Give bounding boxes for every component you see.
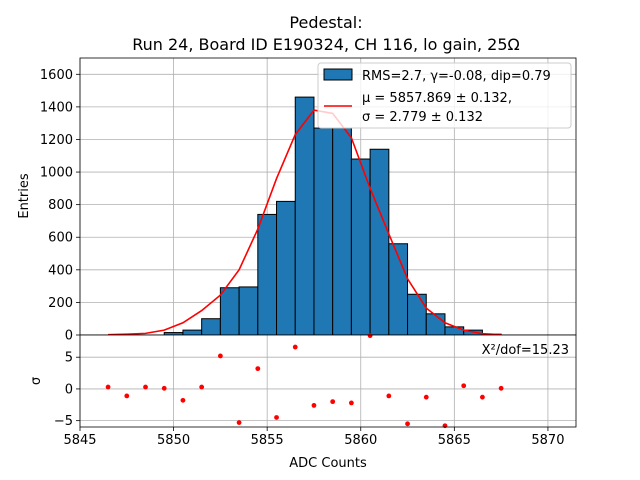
histogram-bar [350,158,371,336]
histogram-bar [313,127,334,336]
histogram-panel: 0 200 400 600 800 1000 1200 1400 1600 Entries RM… [17,57,577,344]
residual-point [292,344,298,350]
main-ytick-label: 800 [48,198,73,213]
residual-point [255,366,261,372]
residual-plot-area [80,335,576,427]
legend-fit-sigma-label: σ = 2.779 ± 0.132 [362,110,483,125]
histogram-bar [425,313,446,336]
residual-point [311,403,317,408]
xtick-label: 5860 [344,433,377,448]
chart-title-line1: Pedestal: [289,13,362,32]
x-ticks: 5845 5850 5855 5860 5865 5870 [63,427,564,448]
residual-point [236,420,242,425]
xtick-label: 5850 [157,433,190,448]
residual-ytick-label: −5 [54,414,73,429]
residual-point [143,384,148,390]
histogram-bar [444,326,465,336]
main-ytick-label: 1400 [40,100,73,115]
residual-point [405,421,410,427]
residual-point [105,384,111,390]
xtick-label: 5845 [63,433,96,448]
main-ytick-label: 200 [48,296,73,311]
chart-title-line2: Run 24, Board ID E190324, CH 116, lo gai… [132,35,520,54]
residual-point [423,394,429,400]
residual-point [386,393,392,399]
main-y-ticks: 0 200 400 600 800 1000 1200 1400 1600 [40,68,80,344]
residual-point [124,393,130,399]
main-ytick-label: 1200 [40,133,73,148]
residual-point [199,384,205,390]
chi2-annotation: X²/dof=15.23 [482,343,569,358]
residual-panel: −5 0 5 5845 5850 5855 5860 5865 5870 X²/dof=15.… [29,333,577,471]
residual-y-ticks: −5 0 5 [54,351,80,429]
main-ytick-label: 1600 [40,68,73,83]
residual-point [461,383,467,389]
gaussian-fit-line [108,109,502,336]
residual-ytick-label: 0 [65,382,73,397]
residual-y-axis-label: σ [29,377,44,385]
residual-point [480,394,485,400]
histogram-bar [294,96,315,336]
xtick-label: 5870 [531,433,564,448]
histogram-bar [182,329,203,336]
residual-point [330,399,336,405]
histogram-bar [369,148,390,336]
histogram-bars [163,96,502,336]
histogram-bar [238,286,259,336]
y-axis-label: Entries [17,173,32,219]
x-axis-label: ADC Counts [289,456,367,471]
residual-point [161,385,167,391]
residual-point [367,333,373,339]
legend: RMS=2.7, γ=-0.08, dip=0.79 μ = 5857.869 … [317,62,572,129]
residual-point [442,423,448,429]
histogram-bar [332,127,352,336]
legend-box [317,62,572,129]
xtick-label: 5855 [251,433,284,448]
residual-point [217,353,223,359]
residual-point [180,397,186,403]
residual-axes-frame [79,334,577,428]
histogram-bar [407,293,427,336]
legend-histogram-label: RMS=2.7, γ=-0.08, dip=0.79 [362,69,551,84]
residual-ytick-label: 5 [65,351,73,366]
histogram-bar [276,200,296,336]
main-ytick-label: 1000 [40,166,73,181]
histogram-bar [219,287,240,336]
legend-fit-mu-label: μ = 5857.869 ± 0.132, [362,91,512,106]
main-ytick-label: 600 [48,231,73,246]
histogram-bar [201,318,221,336]
residual-point [274,415,279,420]
residual-point [348,400,354,406]
histogram-bar [257,213,278,336]
residual-point [498,385,504,391]
main-ytick-label: 400 [48,263,73,278]
main-ytick-label: 0 [65,329,73,344]
legend-histogram-swatch [323,68,353,81]
xtick-label: 5865 [438,433,471,448]
